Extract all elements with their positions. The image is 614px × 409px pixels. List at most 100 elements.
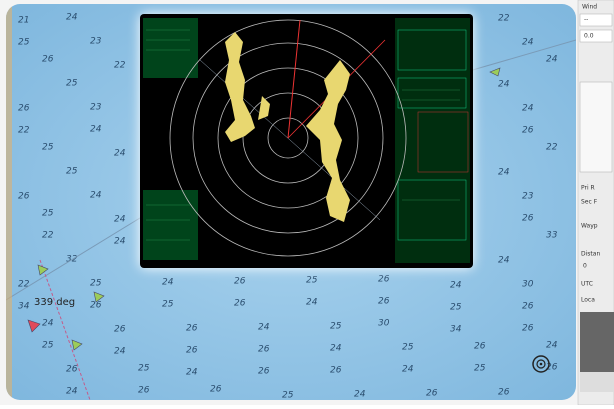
sounding: 25 <box>402 343 414 353</box>
sounding: 25 <box>306 276 318 286</box>
sounding: 25 <box>90 279 102 289</box>
sounding: 26 <box>234 277 246 287</box>
sidebar-label: UTC <box>581 281 593 288</box>
sounding: 23 <box>90 37 102 47</box>
sounding: 24 <box>546 341 558 351</box>
sounding: 24 <box>522 104 534 114</box>
sounding: 25 <box>66 79 78 89</box>
sounding: 22 <box>498 14 510 24</box>
sidebar-label: Wayp <box>581 223 598 230</box>
sounding: 26 <box>522 126 534 136</box>
buoy <box>489 67 501 77</box>
sounding: 24 <box>546 55 558 65</box>
target-symbol <box>532 355 550 373</box>
sounding: 34 <box>450 325 462 335</box>
sounding: 26 <box>186 346 198 356</box>
sounding: 24 <box>522 38 534 48</box>
sounding: 26 <box>258 367 270 377</box>
sounding: 26 <box>42 55 54 65</box>
sounding: 25 <box>66 167 78 177</box>
buoy <box>93 291 105 303</box>
sounding: 22 <box>114 61 126 71</box>
sounding: 26 <box>522 302 534 312</box>
sounding: 26 <box>474 342 486 352</box>
sounding: 26 <box>426 389 438 399</box>
sounding: 33 <box>546 231 558 241</box>
sounding: 25 <box>450 303 462 313</box>
sounding: 22 <box>18 280 30 290</box>
sounding: 24 <box>330 344 342 354</box>
sounding: 26 <box>114 325 126 335</box>
sounding: 25 <box>18 38 30 48</box>
sounding: 24 <box>498 80 510 90</box>
sounding: 22 <box>546 143 558 153</box>
sounding: 25 <box>474 364 486 374</box>
sounding: 25 <box>42 341 54 351</box>
wind-value: -- <box>584 17 588 24</box>
sounding: 34 <box>18 302 30 312</box>
sounding: 24 <box>114 237 126 247</box>
sounding: 26 <box>18 104 30 114</box>
soundings: 21 24 22 25 23 24 26 22 24 25 24 26 23 24 22 24 26 25 24 22… <box>18 13 558 401</box>
sounding: 21 <box>18 16 29 26</box>
sounding: 24 <box>162 278 174 288</box>
wind-label: Wind <box>582 4 597 11</box>
wind-value: 0.0 <box>584 33 594 40</box>
sounding: 24 <box>186 368 198 378</box>
sounding: 25 <box>42 143 54 153</box>
sounding: 26 <box>234 299 246 309</box>
sounding: 24 <box>90 125 102 135</box>
sounding: 24 <box>354 390 366 400</box>
sounding: 24 <box>66 387 78 397</box>
sounding: 26 <box>186 324 198 334</box>
sounding: 24 <box>402 365 414 375</box>
sounding: 30 <box>522 280 534 290</box>
buoy <box>71 339 83 351</box>
sounding: 26 <box>138 386 150 396</box>
sounding: 24 <box>306 298 318 308</box>
sounding: 26 <box>18 192 30 202</box>
sounding: 25 <box>162 300 174 310</box>
sounding: 26 <box>258 345 270 355</box>
sounding: 24 <box>498 256 510 266</box>
sounding: 24 <box>114 215 126 225</box>
sounding: 26 <box>378 275 390 285</box>
sounding: 26 <box>522 324 534 334</box>
sounding: 26 <box>546 363 558 373</box>
buoy <box>37 264 49 276</box>
sounding: 26 <box>330 366 342 376</box>
sounding: 22 <box>42 231 54 241</box>
sounding: 26 <box>66 365 78 375</box>
sounding: 30 <box>378 319 390 329</box>
sounding: 23 <box>90 103 102 113</box>
sounding: 24 <box>42 319 54 329</box>
sounding: 24 <box>90 191 102 201</box>
sounding: 25 <box>42 209 54 219</box>
sounding: 26 <box>90 301 102 311</box>
sounding: 24 <box>114 149 126 159</box>
vessel <box>27 319 41 333</box>
distance-value: 0 <box>583 263 587 270</box>
sidebar-label: Pri R <box>581 185 595 192</box>
sidebar-label: Distan <box>581 251 600 258</box>
sounding: 25 <box>282 391 294 401</box>
sounding: 26 <box>522 214 534 224</box>
sounding: 26 <box>378 297 390 307</box>
sounding: 24 <box>450 281 462 291</box>
sounding: 24 <box>498 168 510 178</box>
sidebar-label: Loca <box>581 297 595 304</box>
sounding: 26 <box>498 388 510 398</box>
sidebar-labels: Pri R Sec F Wayp Distan UTC Loca <box>581 185 600 304</box>
land-edge <box>6 4 12 400</box>
sounding: 25 <box>330 322 342 332</box>
sidebar-label: Sec F <box>581 199 598 206</box>
sounding: 24 <box>258 323 270 333</box>
sounding: 26 <box>210 385 222 395</box>
sounding: 22 <box>18 126 30 136</box>
radar-panel <box>140 14 473 268</box>
sounding: 24 <box>66 13 78 23</box>
sounding: 24 <box>114 347 126 357</box>
